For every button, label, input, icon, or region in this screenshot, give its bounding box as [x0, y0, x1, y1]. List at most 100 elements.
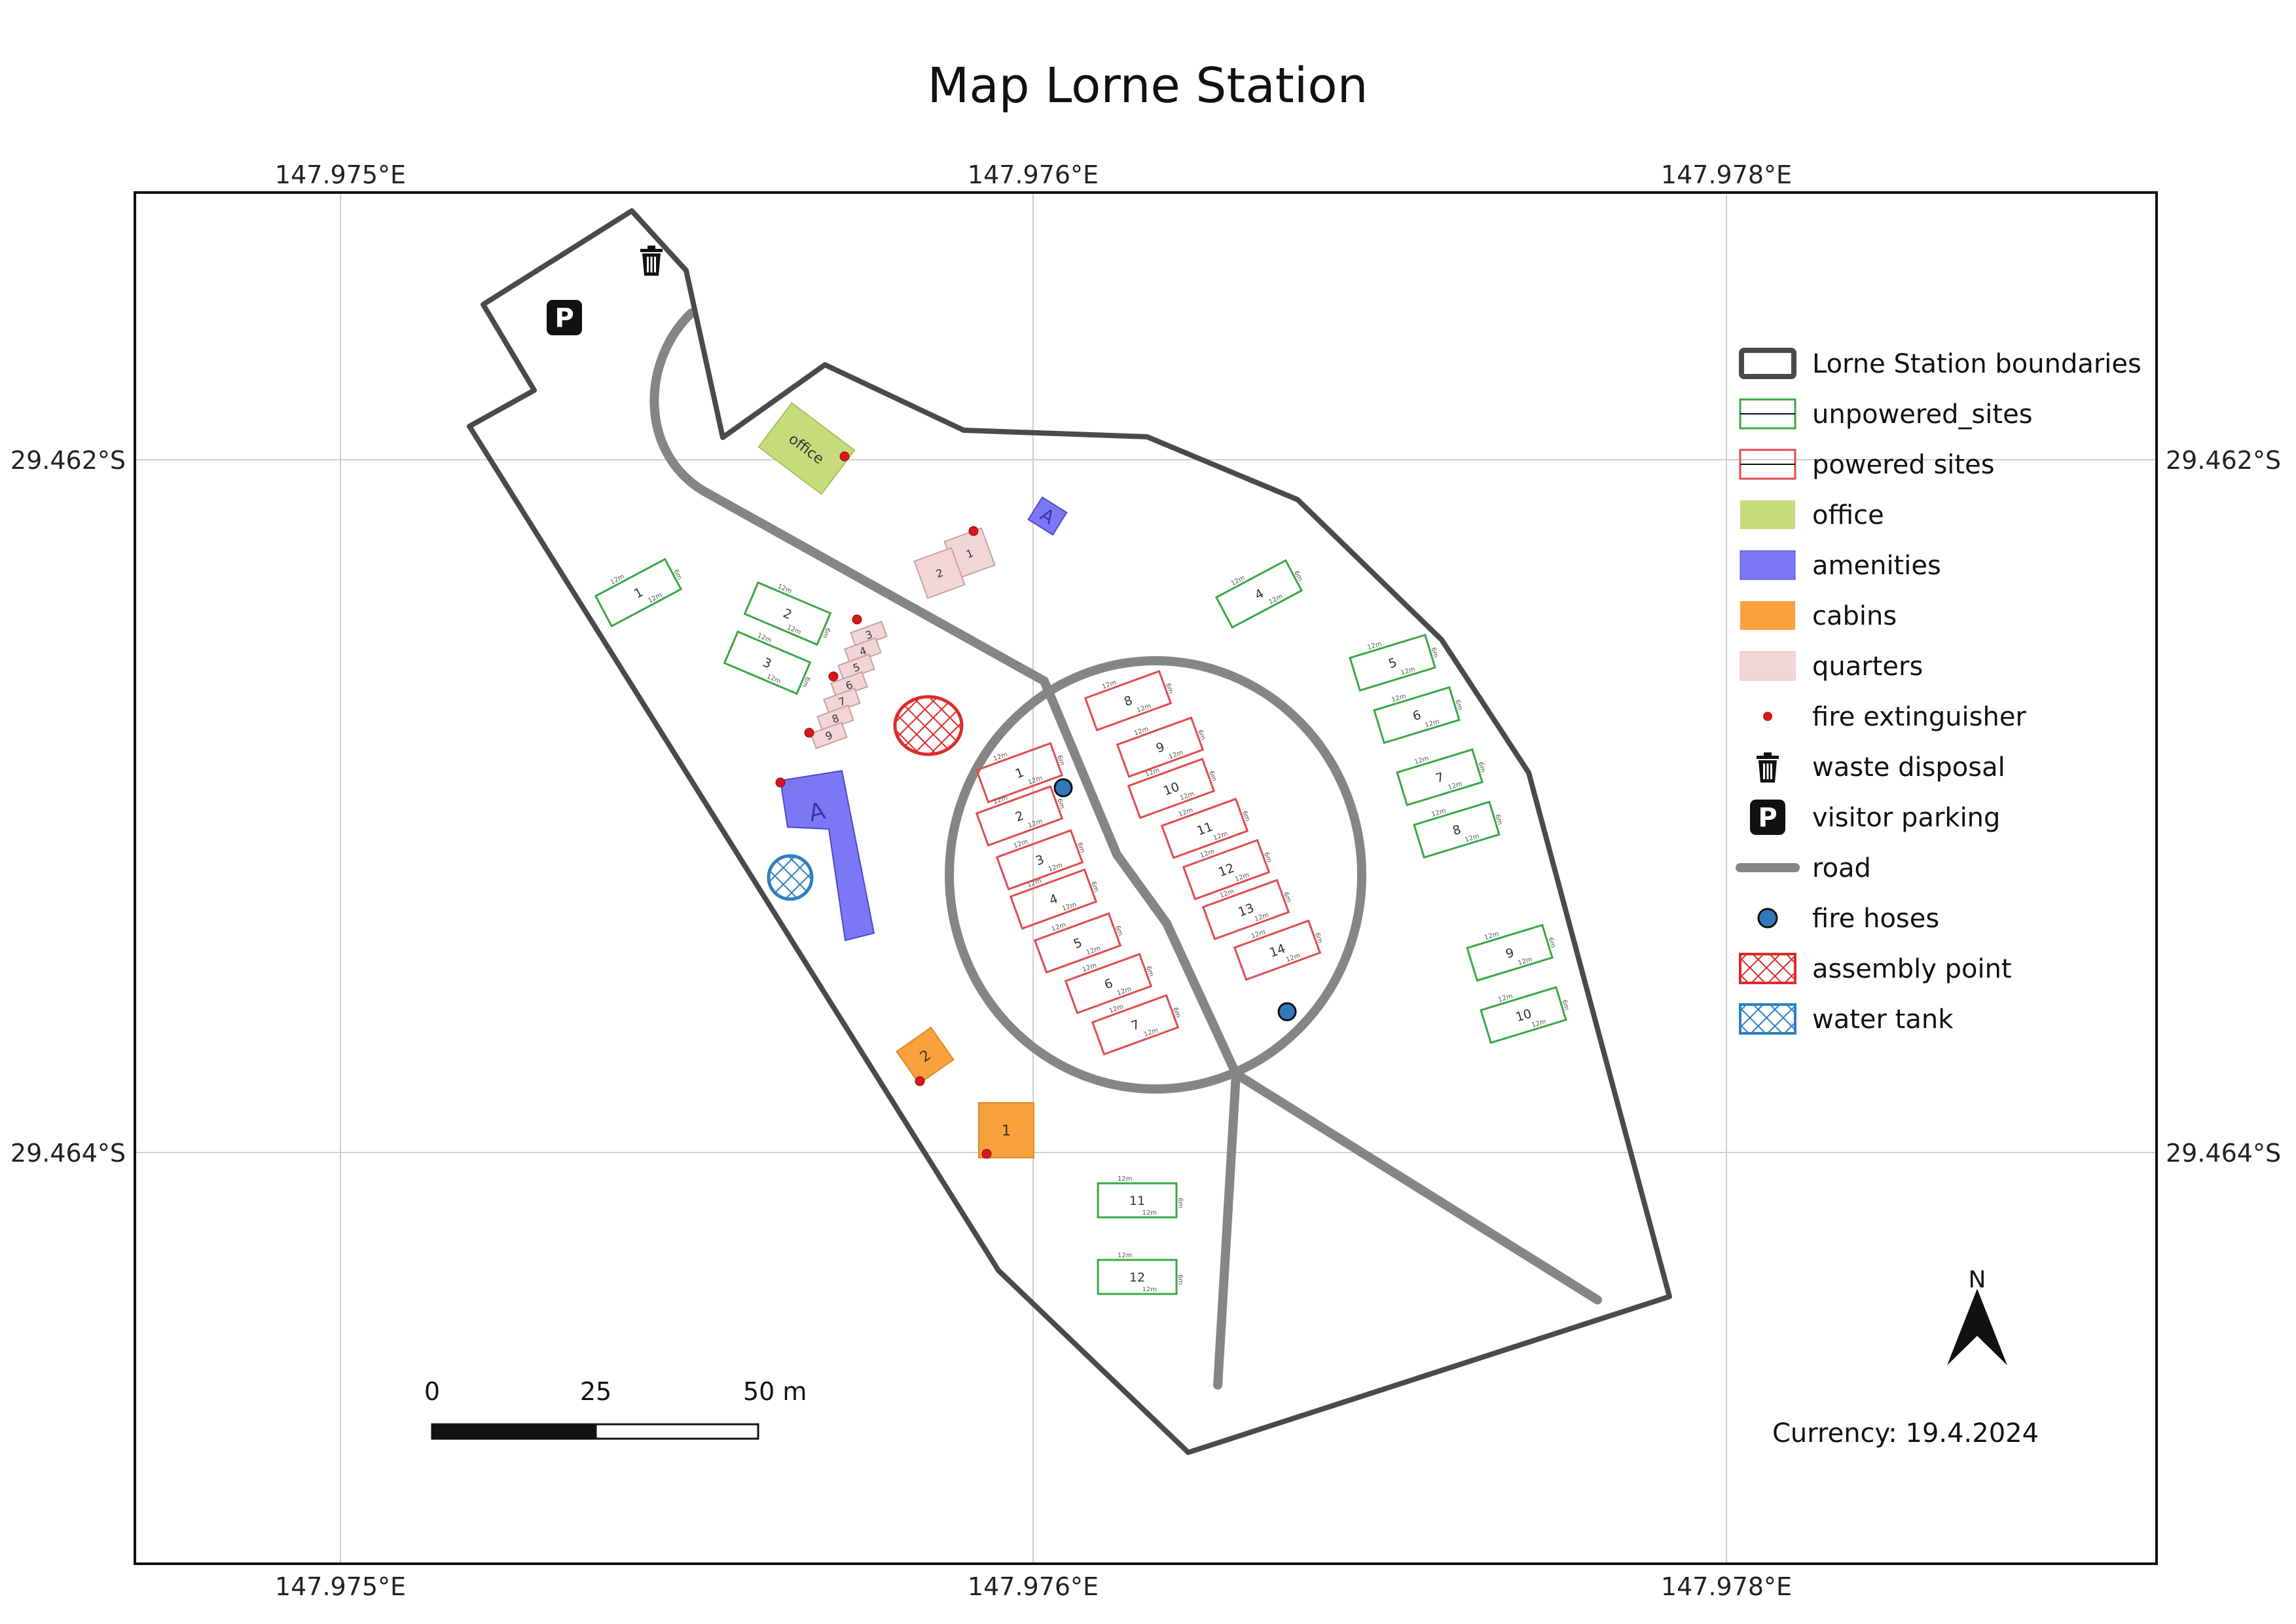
unpowered-site-3-dim-side: 6m: [800, 676, 811, 688]
powered-site-9-dim-side: 6m: [1196, 729, 1207, 741]
powered-site-7-dim-side: 6m: [1171, 1006, 1182, 1019]
legend-symbol-waste: [1757, 752, 1779, 783]
powered-site-11-label: 11: [1195, 819, 1214, 838]
powered-site-12-dim-side: 6m: [1262, 851, 1273, 864]
legend-symbol-amenities: [1740, 550, 1796, 580]
powered-site-12-label: 12: [1216, 860, 1236, 879]
office-building: office: [757, 401, 856, 496]
powered-site-4-label: 4: [1048, 892, 1060, 908]
assembly-point: [893, 695, 964, 756]
powered-site-6-dim-side: 6m: [1144, 965, 1155, 978]
scale-label-50: 50 m: [743, 1377, 807, 1406]
fire-extinguishers-layer: [775, 451, 992, 1159]
legend-symbol-boundary: [1739, 348, 1796, 379]
unpowered-site-11-dim-top: 12m: [1118, 1175, 1132, 1183]
legend-symbol-parking: P: [1750, 800, 1785, 835]
amenities-large: [779, 769, 875, 942]
unpowered-site-5-label: 5: [1387, 655, 1398, 672]
fire-extinguisher-2: [968, 526, 979, 536]
cabin-1-label: 1: [1002, 1123, 1011, 1139]
legend-symbol-unpowered: [1739, 398, 1796, 430]
fire-extinguisher-8: [981, 1149, 992, 1159]
unpowered-site-3-label: 3: [761, 655, 774, 671]
unpowered-site-10-dim-side: 6m: [1560, 999, 1570, 1011]
powered-site-1-dim-side: 6m: [1055, 754, 1066, 767]
scale-bar-dark-segment: [432, 1424, 596, 1439]
currency-note: Currency: 19.4.2024: [1772, 1418, 2039, 1449]
powered-site-8-label: 8: [1122, 693, 1135, 710]
grid-label-top-2: 147.976°E: [968, 160, 1099, 189]
unpowered-site-12-dim-top: 12m: [1118, 1252, 1132, 1259]
visitor-parking-icon: P: [547, 300, 582, 335]
graticule: [135, 193, 2157, 1564]
powered-site-6-label: 6: [1102, 976, 1115, 993]
legend-label-office: office: [1812, 500, 1884, 530]
legend-symbol-office: [1740, 500, 1795, 529]
unpowered-site-8-dim-side: 6m: [1493, 813, 1503, 826]
unpowered-site-9-label: 9: [1504, 946, 1516, 962]
scale-bar: 0 25 50 m: [424, 1377, 807, 1440]
powered-site-7-label: 7: [1129, 1018, 1142, 1034]
fire-extinguisher-4: [828, 671, 839, 682]
grid-label-left-2: 29.464°S: [10, 1139, 126, 1168]
unpowered-site-12-dim-bottom: 12m: [1142, 1286, 1157, 1293]
powered-site-2-dim-side: 6m: [1055, 798, 1066, 810]
grid-label-top-1: 147.975°E: [275, 160, 406, 189]
unpowered-site-11-dim-bottom: 12m: [1142, 1209, 1157, 1217]
legend-symbol-extinguisher: [1763, 712, 1772, 721]
legend: Lorne Station boundaries unpowered_sitesp…: [1736, 348, 2141, 1035]
fire-extinguisher-7: [915, 1076, 925, 1086]
legend-label-quarters: quarters: [1812, 652, 1923, 682]
powered-site-14-label: 14: [1267, 941, 1287, 960]
quarter-9: 9: [810, 721, 848, 750]
unpowered-site-6-dim-side: 6m: [1453, 699, 1463, 711]
legend-label-amenities: amenities: [1812, 551, 1941, 581]
legend-label-tank: water tank: [1812, 1005, 1954, 1035]
quarter-2: 2: [913, 547, 966, 599]
legend-label-unpowered: unpowered_sites: [1812, 399, 2033, 430]
legend-symbol-hoses: [1757, 908, 1778, 929]
station-boundary: [467, 208, 1672, 1455]
grid-label-bottom-3: 147.978°E: [1661, 1572, 1792, 1601]
powered-site-8-dim-side: 6m: [1164, 682, 1175, 695]
powered-site-3-dim-side: 6m: [1076, 841, 1086, 854]
powered-site-11-dim-side: 6m: [1241, 810, 1251, 822]
powered-site-2-label: 2: [1013, 809, 1026, 825]
grid-label-bottom-2: 147.976°E: [968, 1572, 1099, 1601]
grid-label-right-1: 29.462°S: [2166, 446, 2281, 475]
powered-site-1-label: 1: [1013, 766, 1026, 782]
map-frame: [134, 191, 2158, 1565]
unpowered-site-1-label: 1: [632, 585, 646, 601]
legend-label-assembly: assembly point: [1812, 954, 2012, 984]
fire-extinguisher-6: [775, 777, 786, 788]
road-south: [1213, 1069, 1241, 1390]
road-diagonal-north: [699, 487, 1049, 686]
powered-site-9-label: 9: [1154, 740, 1167, 756]
legend-label-waste: waste disposal: [1812, 752, 2005, 783]
water-tank: [767, 854, 814, 901]
powered-sites-layer: 112m12m6m212m12m6m312m12m6m412m12m6m512m…: [975, 670, 1324, 1056]
powered-site-3-label: 3: [1034, 853, 1046, 869]
grid-label-bottom-1: 147.975°E: [275, 1572, 406, 1601]
cabins-layer: 12: [896, 1026, 1034, 1158]
unpowered-site-4-dim-side: 6m: [1292, 570, 1303, 582]
unpowered-site-12-dim-side: 6m: [1176, 1274, 1184, 1285]
unpowered-site-11-label: 11: [1129, 1194, 1145, 1208]
unpowered-site-7-label: 7: [1434, 770, 1446, 786]
waste-disposal-icon: [640, 246, 663, 276]
legend-label-road: road: [1812, 853, 1871, 883]
svg-text:P: P: [555, 303, 574, 333]
powered-site-4-dim-side: 6m: [1089, 881, 1100, 893]
